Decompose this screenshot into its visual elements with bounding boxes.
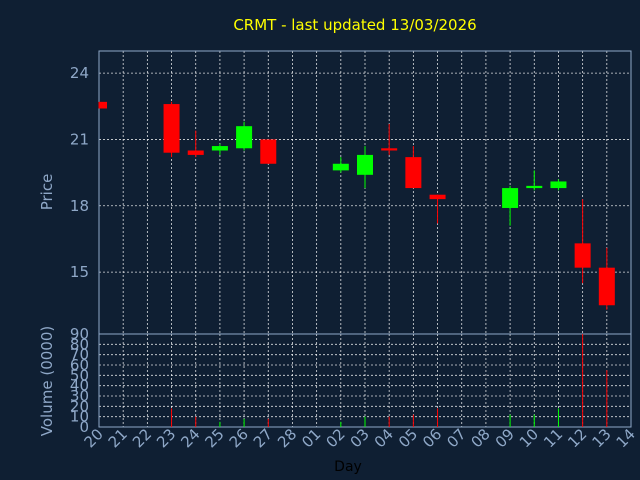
candle-body (405, 157, 422, 189)
x-tick-label: 05 (395, 425, 421, 451)
x-tick-label: 23 (153, 425, 179, 451)
candle (260, 139, 277, 164)
x-axis-ticks: 2021222324252627280102030405060708091011… (81, 425, 639, 451)
candle (502, 185, 519, 226)
candle (381, 123, 398, 155)
volume-bars (171, 334, 608, 427)
x-tick-label: 08 (468, 425, 494, 451)
volume-tick-label: 60 (70, 356, 89, 374)
volume-tick-label: 80 (70, 335, 89, 353)
x-tick-label: 22 (129, 425, 155, 451)
x-tick-label: 01 (298, 425, 324, 451)
candles (98, 101, 615, 310)
x-tick-label: 09 (492, 425, 518, 451)
x-tick-label: 10 (516, 425, 542, 451)
candle (357, 146, 373, 189)
candle (550, 179, 567, 191)
x-tick-label: 25 (202, 425, 228, 451)
volume-tick-label: 40 (70, 377, 89, 395)
candle (332, 157, 349, 173)
price-tick-label: 21 (70, 130, 89, 148)
x-tick-label: 13 (588, 425, 614, 451)
candle (236, 121, 253, 151)
volume-tick-label: 90 (70, 325, 89, 343)
x-tick-label: 11 (540, 425, 566, 451)
price-axis-ticks: 15 18 21 24 (70, 64, 89, 281)
candle (429, 194, 446, 224)
x-tick-label: 04 (371, 425, 397, 451)
price-tick-label: 15 (70, 263, 89, 281)
x-tick-label: 03 (347, 425, 373, 451)
candle-body (574, 243, 591, 268)
candle-body (381, 148, 398, 151)
candle (526, 170, 543, 191)
x-tick-label: 02 (322, 425, 348, 451)
candle-body (260, 139, 277, 164)
candle (187, 130, 204, 158)
chart-title: CRMT - last updated 13/03/2026 (233, 16, 476, 34)
candle-body (429, 194, 446, 200)
volume-tick-label: 10 (70, 408, 89, 426)
candle-body (99, 101, 107, 109)
candle-body (332, 163, 349, 171)
price-grid (98, 51, 632, 334)
volume-tick-label: 50 (70, 366, 89, 384)
price-axis-label: Price (38, 174, 56, 211)
x-tick-label: 21 (105, 425, 131, 451)
price-tick-label: 18 (70, 197, 89, 215)
x-axis-label: Day (334, 459, 362, 475)
candle (574, 199, 591, 284)
candle-body (526, 185, 543, 189)
x-tick-label: 12 (564, 425, 590, 451)
candle-body (187, 150, 204, 155)
candle-body (236, 126, 253, 149)
candle (98, 101, 107, 109)
candle (163, 101, 180, 158)
candle-body (502, 188, 519, 208)
x-tick-label: 27 (250, 425, 276, 451)
x-tick-label: 28 (274, 425, 300, 451)
volume-tick-label: 0 (79, 418, 89, 436)
candle (598, 247, 615, 310)
candle (211, 143, 228, 155)
x-tick-label: 07 (443, 425, 469, 451)
candle-body (211, 146, 228, 151)
volume-tick-label: 70 (70, 346, 89, 364)
volume-grid (98, 333, 632, 428)
volume-tick-label: 30 (70, 387, 89, 405)
volume-tick-label: 20 (70, 397, 89, 415)
candle-body (163, 104, 180, 153)
x-tick-label: 14 (613, 425, 639, 451)
x-tick-label: 24 (177, 425, 203, 451)
volume-axis-label: Volume (0000) (38, 326, 56, 436)
price-tick-label: 24 (70, 64, 89, 82)
x-tick-label: 26 (226, 425, 252, 451)
candle (405, 146, 422, 189)
candle-body (598, 267, 615, 306)
x-tick-label: 06 (419, 425, 445, 451)
candle-body (357, 154, 373, 175)
candle-body (550, 181, 567, 189)
